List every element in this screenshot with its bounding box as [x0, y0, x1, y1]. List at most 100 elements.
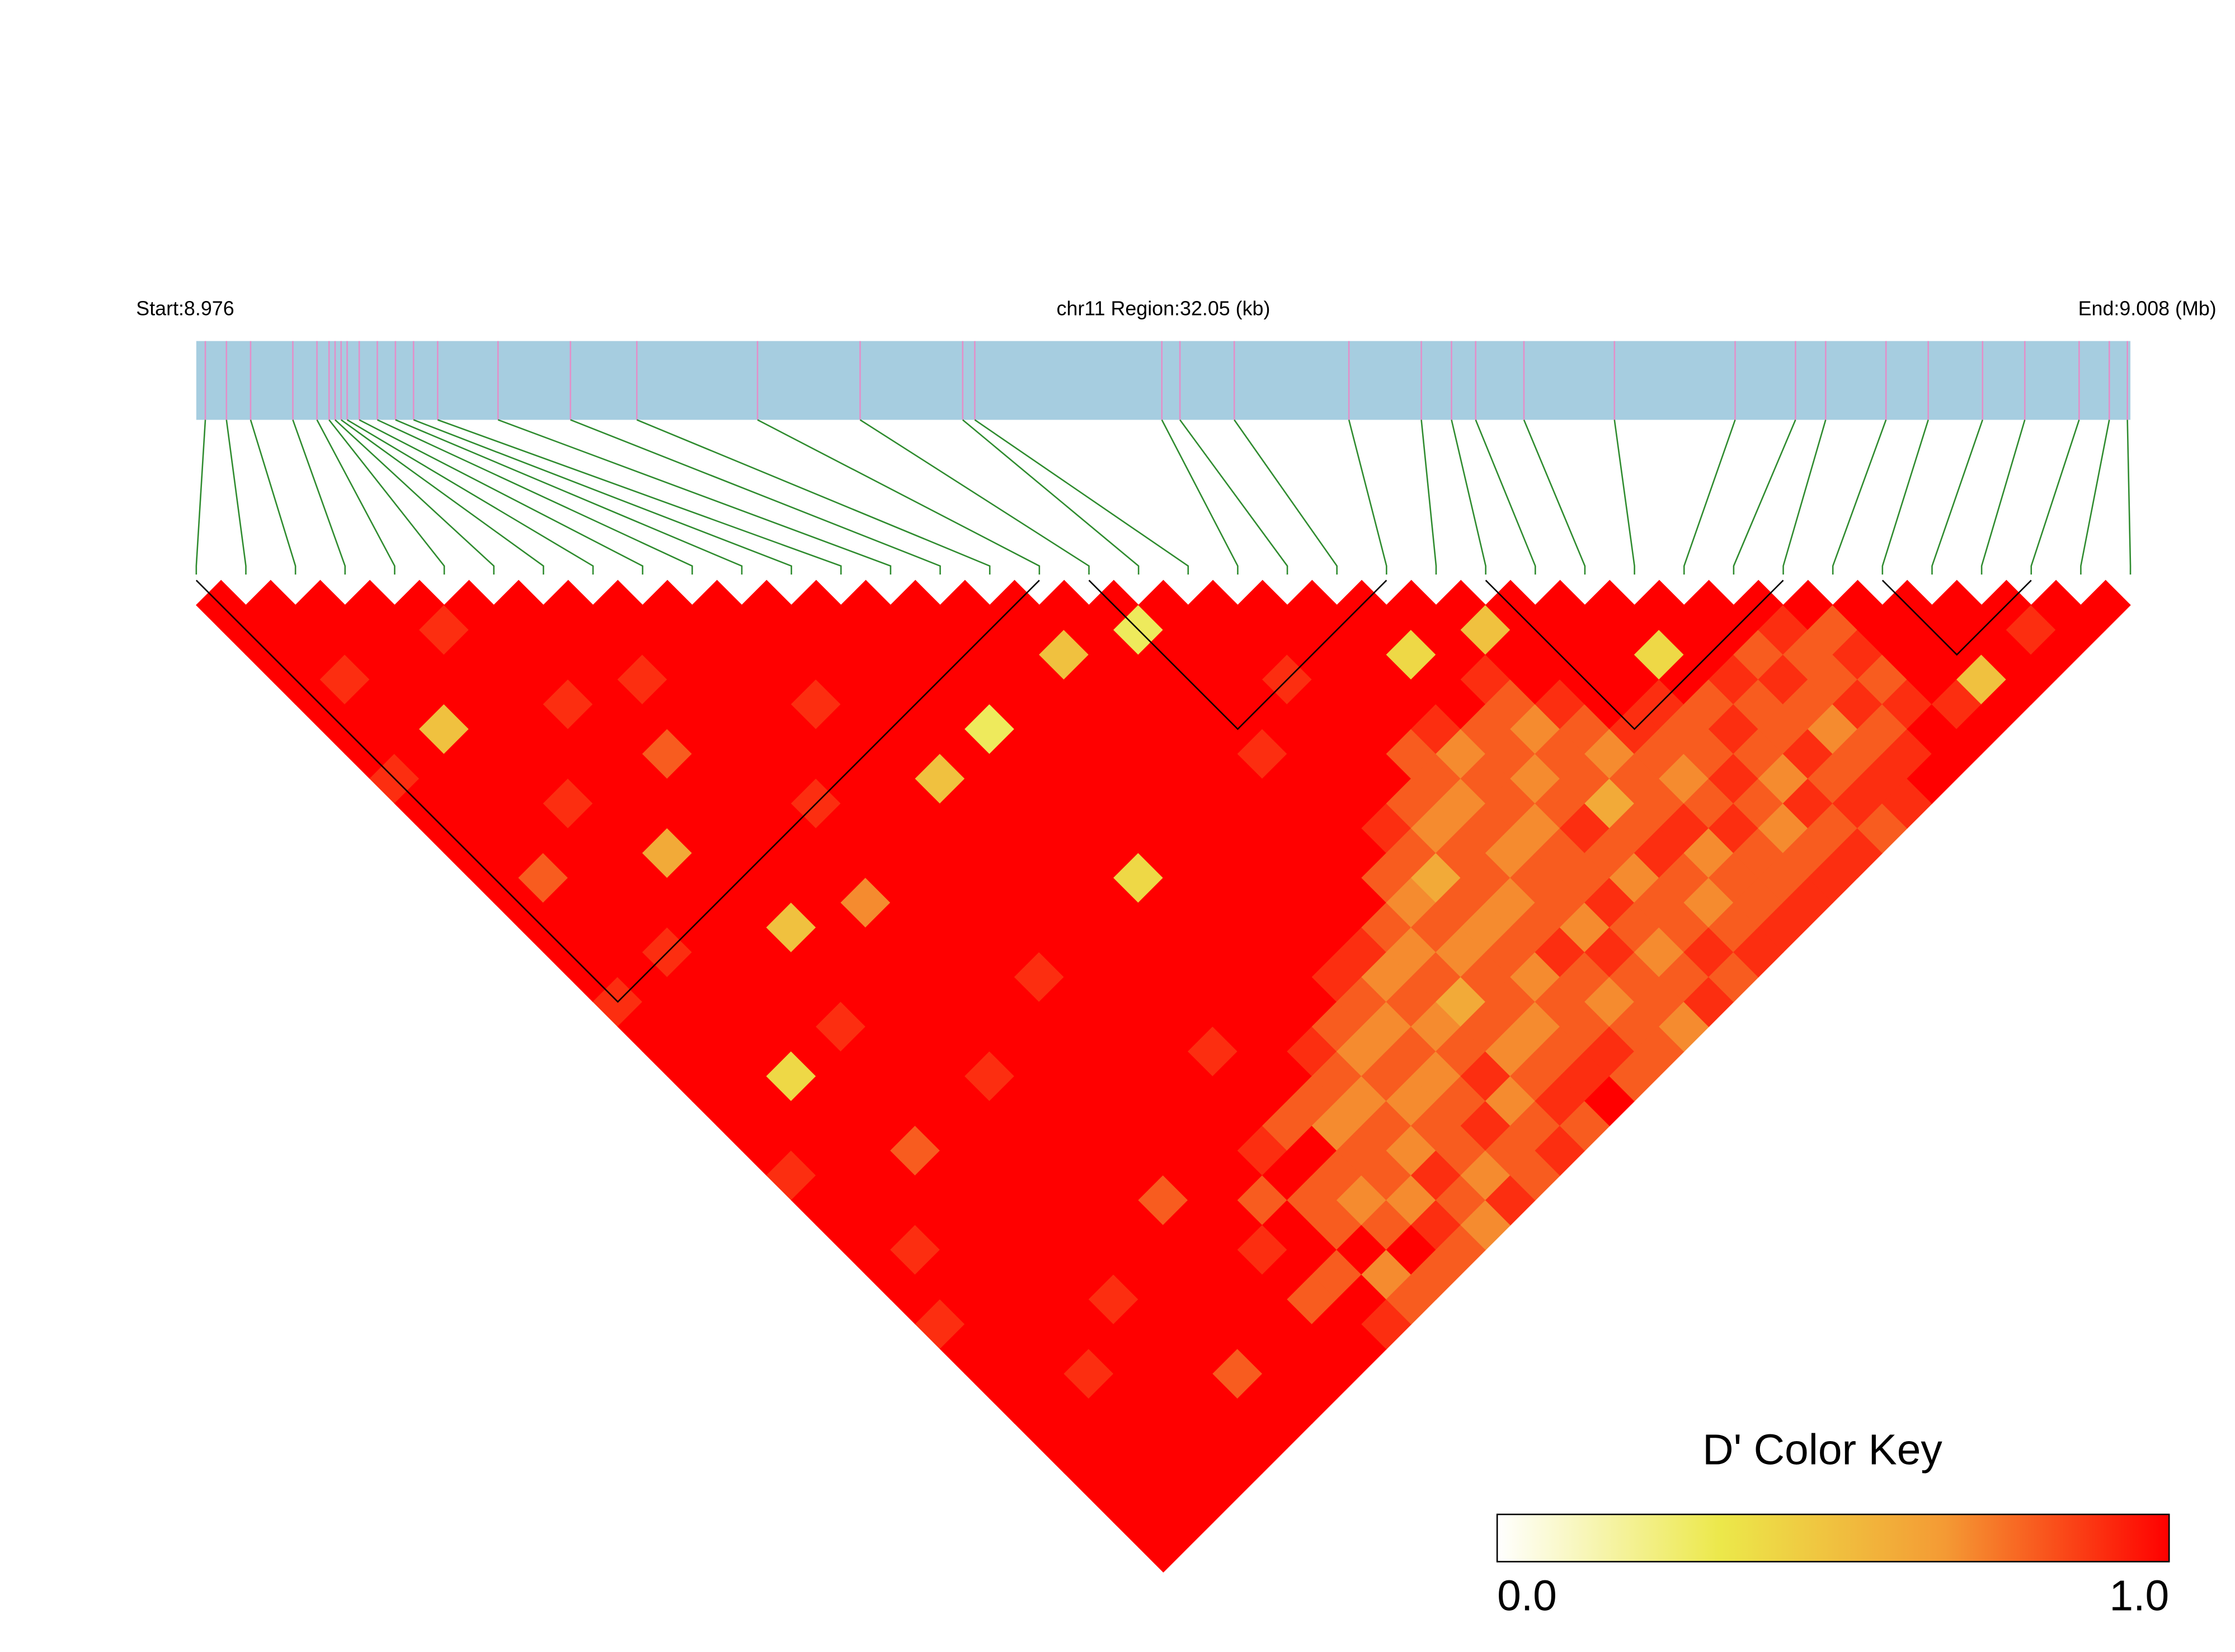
ld-cell — [939, 1324, 990, 1375]
ld-cell — [890, 580, 941, 630]
ld-cell — [1064, 753, 1114, 804]
ld-cell — [1064, 654, 1114, 705]
snp-connector — [328, 419, 445, 575]
ld-cell — [964, 803, 1015, 854]
ld-cell — [1064, 604, 1114, 656]
ld-cell — [939, 580, 990, 630]
ld-cell — [1064, 1001, 1114, 1052]
ld-cell — [1188, 1026, 1239, 1077]
ld-cell — [1188, 877, 1239, 928]
ld-cell — [741, 877, 792, 928]
ld-cell — [2030, 580, 2082, 630]
ld-cell — [1882, 778, 1933, 829]
ld-cell — [939, 976, 990, 1027]
ld-cell — [1436, 927, 1486, 978]
ld-cell — [741, 629, 792, 680]
ld-cell — [1559, 1051, 1611, 1102]
snp-connector — [859, 419, 1090, 575]
ld-cell — [592, 728, 643, 779]
ld-cell — [592, 927, 643, 978]
ld-cell — [1262, 853, 1313, 903]
ld-cell — [865, 1001, 916, 1052]
end-label: End:9.008 (Mb) — [2078, 298, 2217, 320]
ld-cell — [741, 1076, 792, 1127]
ld-cell — [1064, 952, 1114, 1003]
ld-cell — [1436, 629, 1486, 680]
snp-connector — [1782, 420, 1827, 575]
ld-cell — [1064, 1249, 1114, 1300]
ld-cell — [741, 927, 792, 978]
ld-cell — [1510, 654, 1561, 705]
ld-cell — [1634, 629, 1685, 680]
ld-cell — [1460, 654, 1511, 705]
ld-cell — [1163, 803, 1213, 854]
snp-connector — [1733, 419, 1796, 575]
color-key-title: D' Color Key — [1702, 1425, 1942, 1474]
ld-cell — [1708, 654, 1759, 705]
ld-cell — [1262, 1249, 1313, 1300]
ld-cell — [1584, 580, 1635, 630]
ld-cell — [468, 654, 519, 705]
ld-cell — [1113, 654, 1164, 705]
ld-cell — [518, 803, 569, 854]
snp-connector — [1420, 420, 1437, 575]
ld-cell — [1808, 654, 1858, 705]
ld-cell — [567, 753, 619, 804]
ld-cell — [816, 654, 867, 705]
ld-cell — [964, 1051, 1015, 1102]
ld-cell — [567, 654, 619, 705]
ld-cell — [1559, 803, 1611, 854]
ld-cell — [939, 877, 990, 928]
color-key-tick-label: 1.0 — [2109, 1572, 2169, 1620]
ld-cell — [1386, 877, 1437, 928]
snp-connector — [346, 419, 594, 575]
ld-cell — [964, 853, 1015, 903]
ld-cell — [964, 1249, 1015, 1300]
ld-cell — [1188, 927, 1239, 978]
ld-cell — [1634, 778, 1685, 829]
ld-cell — [1559, 604, 1611, 656]
snp-connector — [335, 419, 495, 575]
ld-block — [1485, 580, 1784, 731]
ld-cell — [1039, 976, 1090, 1027]
snp-connector — [1832, 420, 1887, 575]
ld-cell — [939, 728, 990, 779]
snp-connector — [225, 420, 247, 575]
chart-title: chr11 Region:32.05 (kb) — [1057, 298, 1271, 320]
ld-block — [1881, 580, 2032, 656]
ld-cell — [1188, 728, 1239, 779]
ld-cell — [840, 1076, 891, 1127]
snp-connector — [1980, 420, 2026, 575]
ld-cell — [1634, 580, 1685, 630]
ld-cell — [1634, 1026, 1685, 1077]
ld-cell — [1262, 1398, 1313, 1449]
ld-cell — [840, 1125, 891, 1176]
snp-connector — [1161, 419, 1239, 575]
ld-cell — [1039, 580, 1090, 630]
ld-cell — [741, 1026, 792, 1077]
ld-cell — [1436, 877, 1486, 928]
ld-cell — [1436, 976, 1486, 1027]
snp-connector — [497, 419, 892, 575]
ld-cell — [1559, 952, 1611, 1003]
ld-cell — [567, 853, 619, 903]
snp-connector — [413, 419, 792, 575]
snp-connector — [1348, 420, 1387, 575]
ld-cell — [840, 927, 891, 978]
ld-cell — [1039, 1076, 1090, 1127]
ld-cell — [1436, 1224, 1486, 1276]
ld-cell — [741, 976, 792, 1027]
ld-block — [1088, 580, 1387, 731]
ld-cell — [1956, 704, 2007, 755]
ld-cell — [1188, 976, 1239, 1027]
ld-cell — [1931, 728, 1982, 779]
snp-connector — [1523, 419, 1586, 575]
ld-cell — [1039, 1324, 1090, 1375]
ld-cell — [1262, 1051, 1313, 1102]
ld-cell — [1634, 728, 1685, 779]
ld-cell — [1064, 1447, 1114, 1499]
ld-cell — [1882, 728, 1933, 779]
ld-cell — [840, 580, 891, 630]
ld-cell — [1039, 778, 1090, 829]
ld-cell — [1064, 803, 1114, 854]
